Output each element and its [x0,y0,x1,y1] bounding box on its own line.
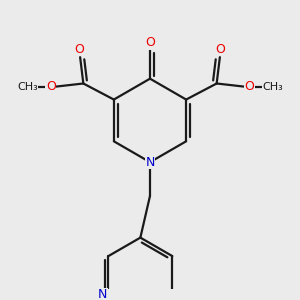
Text: CH₃: CH₃ [262,82,283,92]
Text: O: O [216,43,226,56]
Text: CH₃: CH₃ [17,82,38,92]
Text: O: O [74,43,84,56]
Text: N: N [98,288,107,300]
Text: O: O [46,80,56,93]
Text: O: O [145,36,155,49]
Text: O: O [244,80,254,93]
Text: N: N [145,156,155,169]
